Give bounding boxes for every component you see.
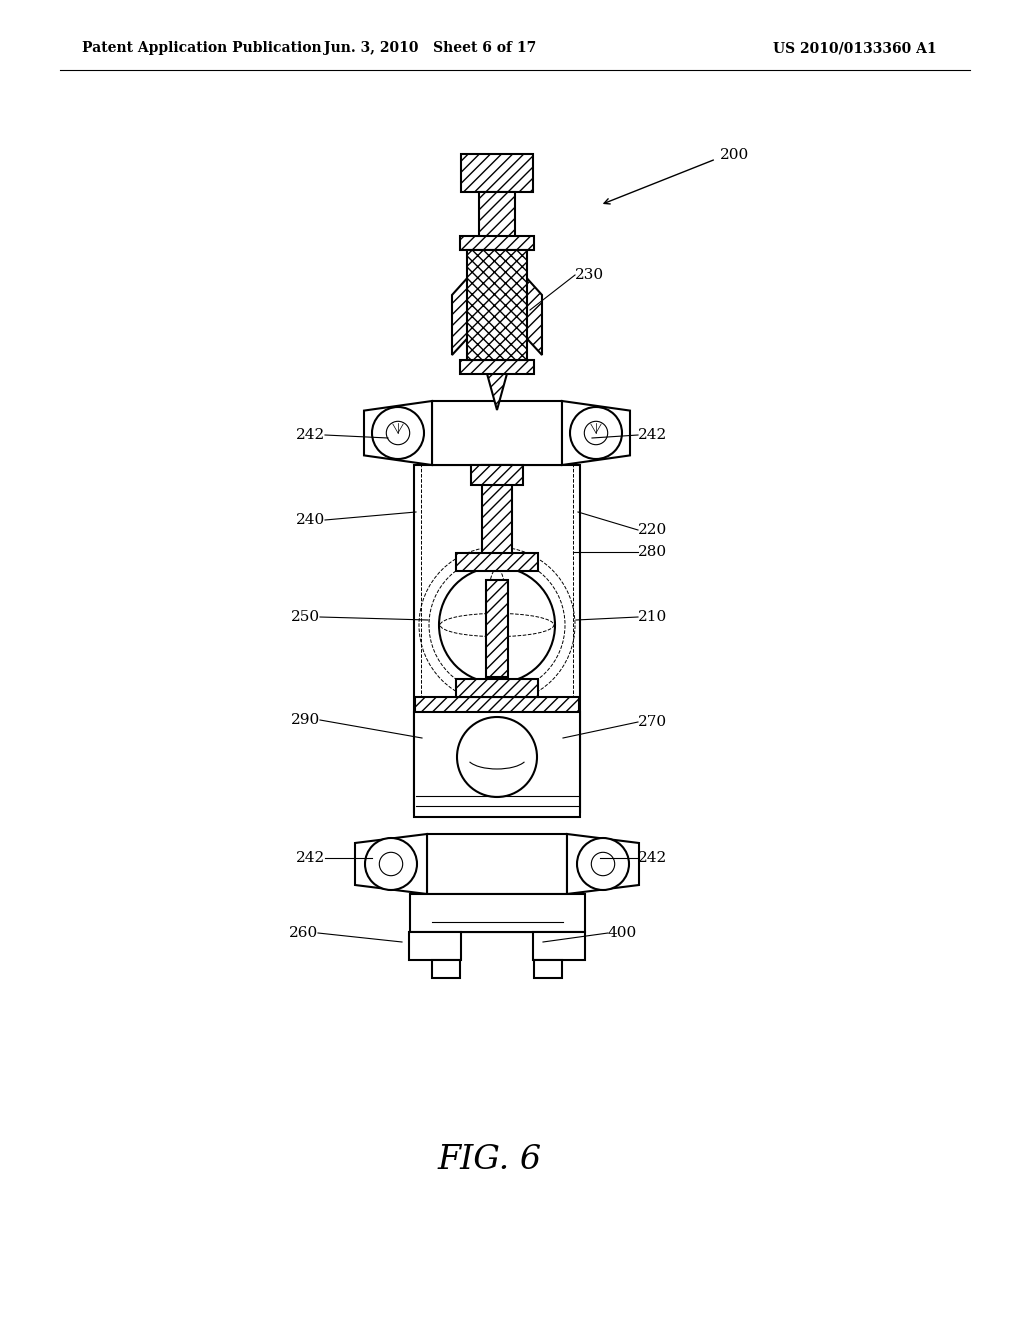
Bar (486, 579, 508, 677)
Text: 290: 290 (291, 713, 319, 727)
Bar (410, 894, 585, 932)
Bar (534, 932, 585, 960)
Polygon shape (567, 834, 639, 894)
Bar (432, 960, 460, 978)
Circle shape (570, 407, 622, 459)
Bar (467, 249, 527, 360)
Text: 260: 260 (289, 927, 318, 940)
Circle shape (457, 717, 537, 797)
Text: 210: 210 (638, 610, 668, 624)
Bar (432, 401, 562, 465)
Text: 220: 220 (638, 523, 668, 537)
Text: 270: 270 (638, 715, 667, 729)
Polygon shape (452, 240, 542, 411)
Text: 240: 240 (296, 513, 325, 527)
Bar (471, 465, 523, 484)
Bar (460, 236, 534, 249)
Bar (456, 553, 538, 572)
Circle shape (379, 853, 402, 875)
Polygon shape (364, 401, 432, 465)
Polygon shape (355, 834, 427, 894)
Circle shape (585, 421, 607, 445)
Circle shape (365, 838, 417, 890)
Text: Jun. 3, 2010   Sheet 6 of 17: Jun. 3, 2010 Sheet 6 of 17 (324, 41, 537, 55)
Text: 242: 242 (638, 851, 668, 865)
Text: 230: 230 (575, 268, 604, 282)
Bar (409, 932, 461, 960)
Text: 250: 250 (291, 610, 319, 624)
Circle shape (591, 853, 614, 875)
Bar (479, 191, 515, 240)
Text: 242: 242 (296, 428, 325, 442)
Bar (482, 465, 512, 579)
Text: 200: 200 (720, 148, 750, 162)
Text: Patent Application Publication: Patent Application Publication (82, 41, 322, 55)
Text: 242: 242 (296, 851, 325, 865)
Text: 280: 280 (638, 545, 667, 558)
Circle shape (386, 421, 410, 445)
Text: US 2010/0133360 A1: US 2010/0133360 A1 (773, 41, 937, 55)
Bar (427, 834, 567, 894)
Text: 242: 242 (638, 428, 668, 442)
Circle shape (439, 568, 555, 682)
Circle shape (372, 407, 424, 459)
Bar (461, 154, 534, 191)
Bar (414, 465, 580, 812)
Bar (414, 711, 580, 817)
Text: 400: 400 (608, 927, 637, 940)
Text: FIG. 6: FIG. 6 (438, 1144, 542, 1176)
Bar (534, 960, 562, 978)
Bar (415, 697, 579, 725)
Bar (456, 678, 538, 697)
Circle shape (577, 838, 629, 890)
Polygon shape (562, 401, 630, 465)
Bar (460, 360, 534, 374)
